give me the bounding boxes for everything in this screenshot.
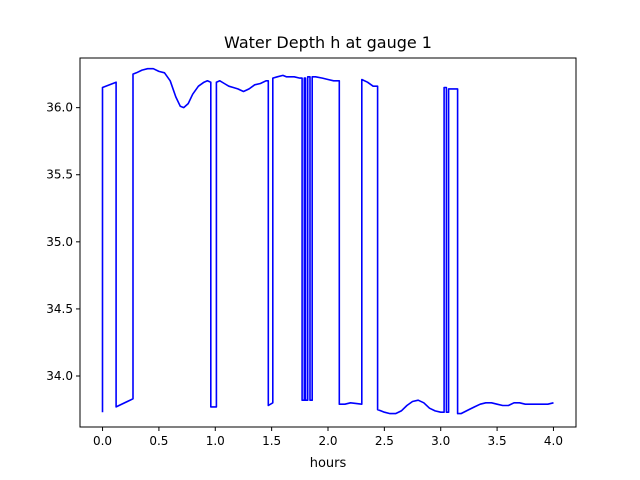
x-tick-label: 3.0 xyxy=(431,434,450,448)
x-tick-label: 1.0 xyxy=(206,434,225,448)
y-axis: 34.0 34.5 35.0 35.5 36.0 xyxy=(46,101,80,383)
x-tick-label: 0.5 xyxy=(149,434,168,448)
x-axis: 0.0 0.5 1.0 1.5 2.0 2.5 3.0 3.5 4.0 xyxy=(93,427,563,448)
x-tick-label: 2.5 xyxy=(375,434,394,448)
plot-frame xyxy=(79,57,577,428)
x-tick-label: 1.5 xyxy=(262,434,281,448)
x-tick-label: 3.5 xyxy=(488,434,507,448)
y-tick-label: 36.0 xyxy=(46,101,73,115)
x-tick-label: 2.0 xyxy=(318,434,337,448)
x-axis-label: hours xyxy=(310,456,347,471)
plot-area xyxy=(101,67,554,415)
y-tick-label: 34.0 xyxy=(46,369,73,383)
x-tick-label: 4.0 xyxy=(544,434,563,448)
y-tick-label: 35.0 xyxy=(46,235,73,249)
y-tick-label: 34.5 xyxy=(46,302,73,316)
y-tick-label: 35.5 xyxy=(46,168,73,182)
x-tick-label: 0.0 xyxy=(93,434,112,448)
series-line xyxy=(101,67,554,415)
chart-title: Water Depth h at gauge 1 xyxy=(224,33,432,52)
